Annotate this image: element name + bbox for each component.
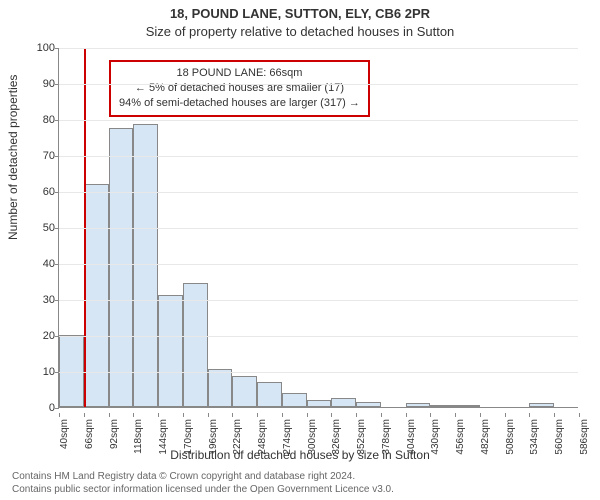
histogram-chart: 18 POUND LANE: 66sqm ← 5% of detached ho… — [58, 48, 578, 408]
gridline — [59, 228, 578, 229]
x-tick-label: 508sqm — [505, 419, 516, 455]
y-tick: 10 — [25, 366, 55, 378]
y-tick-label: 10 — [43, 366, 55, 378]
histogram-bar — [133, 124, 158, 407]
info-box-line1: 18 POUND LANE: 66sqm — [119, 66, 360, 81]
info-box-line3: 94% of semi-detached houses are larger (… — [119, 96, 360, 111]
gridline — [59, 300, 578, 301]
histogram-bar — [59, 335, 84, 407]
histogram-bar — [257, 382, 282, 407]
x-tick-label: 482sqm — [480, 419, 491, 455]
gridline — [59, 120, 578, 121]
chart-main-title: 18, POUND LANE, SUTTON, ELY, CB6 2PR — [0, 6, 600, 21]
x-tick-label: 170sqm — [183, 419, 194, 455]
gridline — [59, 336, 578, 337]
y-tick: 90 — [25, 78, 55, 90]
x-tick-label: 586sqm — [579, 419, 590, 455]
x-tick-label: 534sqm — [529, 419, 540, 455]
y-tick-label: 80 — [43, 114, 55, 126]
x-tick-label: 196sqm — [208, 419, 219, 455]
y-axis-label: Number of detached properties — [6, 75, 20, 240]
y-tick: 0 — [25, 402, 55, 414]
x-tick-label: 352sqm — [356, 419, 367, 455]
histogram-bar — [430, 405, 455, 407]
info-box: 18 POUND LANE: 66sqm ← 5% of detached ho… — [109, 60, 370, 117]
histogram-bar — [356, 402, 381, 407]
y-tick: 70 — [25, 150, 55, 162]
x-tick-label: 92sqm — [109, 419, 120, 449]
x-tick-label: 144sqm — [158, 419, 169, 455]
y-tick-label: 70 — [43, 150, 55, 162]
y-tick-label: 60 — [43, 186, 55, 198]
y-tick-label: 100 — [37, 42, 55, 54]
y-tick: 100 — [25, 42, 55, 54]
x-tick-label: 118sqm — [133, 419, 144, 454]
gridline — [59, 264, 578, 265]
y-tick: 30 — [25, 294, 55, 306]
x-tick-label: 66sqm — [84, 419, 95, 449]
footer-line2: Contains public sector information licen… — [12, 483, 394, 496]
x-tick-label: 248sqm — [257, 419, 268, 455]
histogram-bar — [529, 403, 554, 407]
x-tick-label: 40sqm — [59, 419, 70, 449]
histogram-bar — [158, 295, 183, 407]
gridline — [59, 192, 578, 193]
y-tick-label: 30 — [43, 294, 55, 306]
y-tick-label: 20 — [43, 330, 55, 342]
y-tick-label: 90 — [43, 78, 55, 90]
histogram-bar — [84, 184, 109, 407]
y-tick: 20 — [25, 330, 55, 342]
gridline — [59, 84, 578, 85]
x-tick-label: 222sqm — [232, 419, 243, 455]
footer-line1: Contains HM Land Registry data © Crown c… — [12, 470, 394, 483]
y-tick: 80 — [25, 114, 55, 126]
gridline — [59, 156, 578, 157]
histogram-bar — [109, 128, 134, 407]
histogram-bar — [307, 400, 332, 407]
chart-sub-title: Size of property relative to detached ho… — [0, 24, 600, 39]
histogram-bar — [208, 369, 233, 407]
histogram-bar — [331, 398, 356, 407]
y-tick-label: 40 — [43, 258, 55, 270]
footer-attribution: Contains HM Land Registry data © Crown c… — [12, 470, 394, 496]
y-tick: 50 — [25, 222, 55, 234]
gridline — [59, 372, 578, 373]
x-tick-label: 404sqm — [406, 419, 417, 455]
x-tick-label: 274sqm — [282, 419, 293, 455]
y-tick: 60 — [25, 186, 55, 198]
x-tick-label: 560sqm — [554, 419, 565, 455]
gridline — [59, 48, 578, 49]
histogram-bar — [183, 283, 208, 407]
x-tick-label: 456sqm — [455, 419, 466, 455]
x-tick-label: 326sqm — [331, 419, 342, 455]
y-tick: 40 — [25, 258, 55, 270]
x-tick-label: 430sqm — [430, 419, 441, 455]
histogram-bar — [282, 393, 307, 407]
histogram-bar — [232, 376, 257, 407]
histogram-bar — [455, 405, 480, 407]
y-tick-label: 50 — [43, 222, 55, 234]
x-tick-label: 300sqm — [307, 419, 318, 455]
x-tick-label: 378sqm — [381, 419, 392, 455]
histogram-bar — [406, 403, 431, 407]
